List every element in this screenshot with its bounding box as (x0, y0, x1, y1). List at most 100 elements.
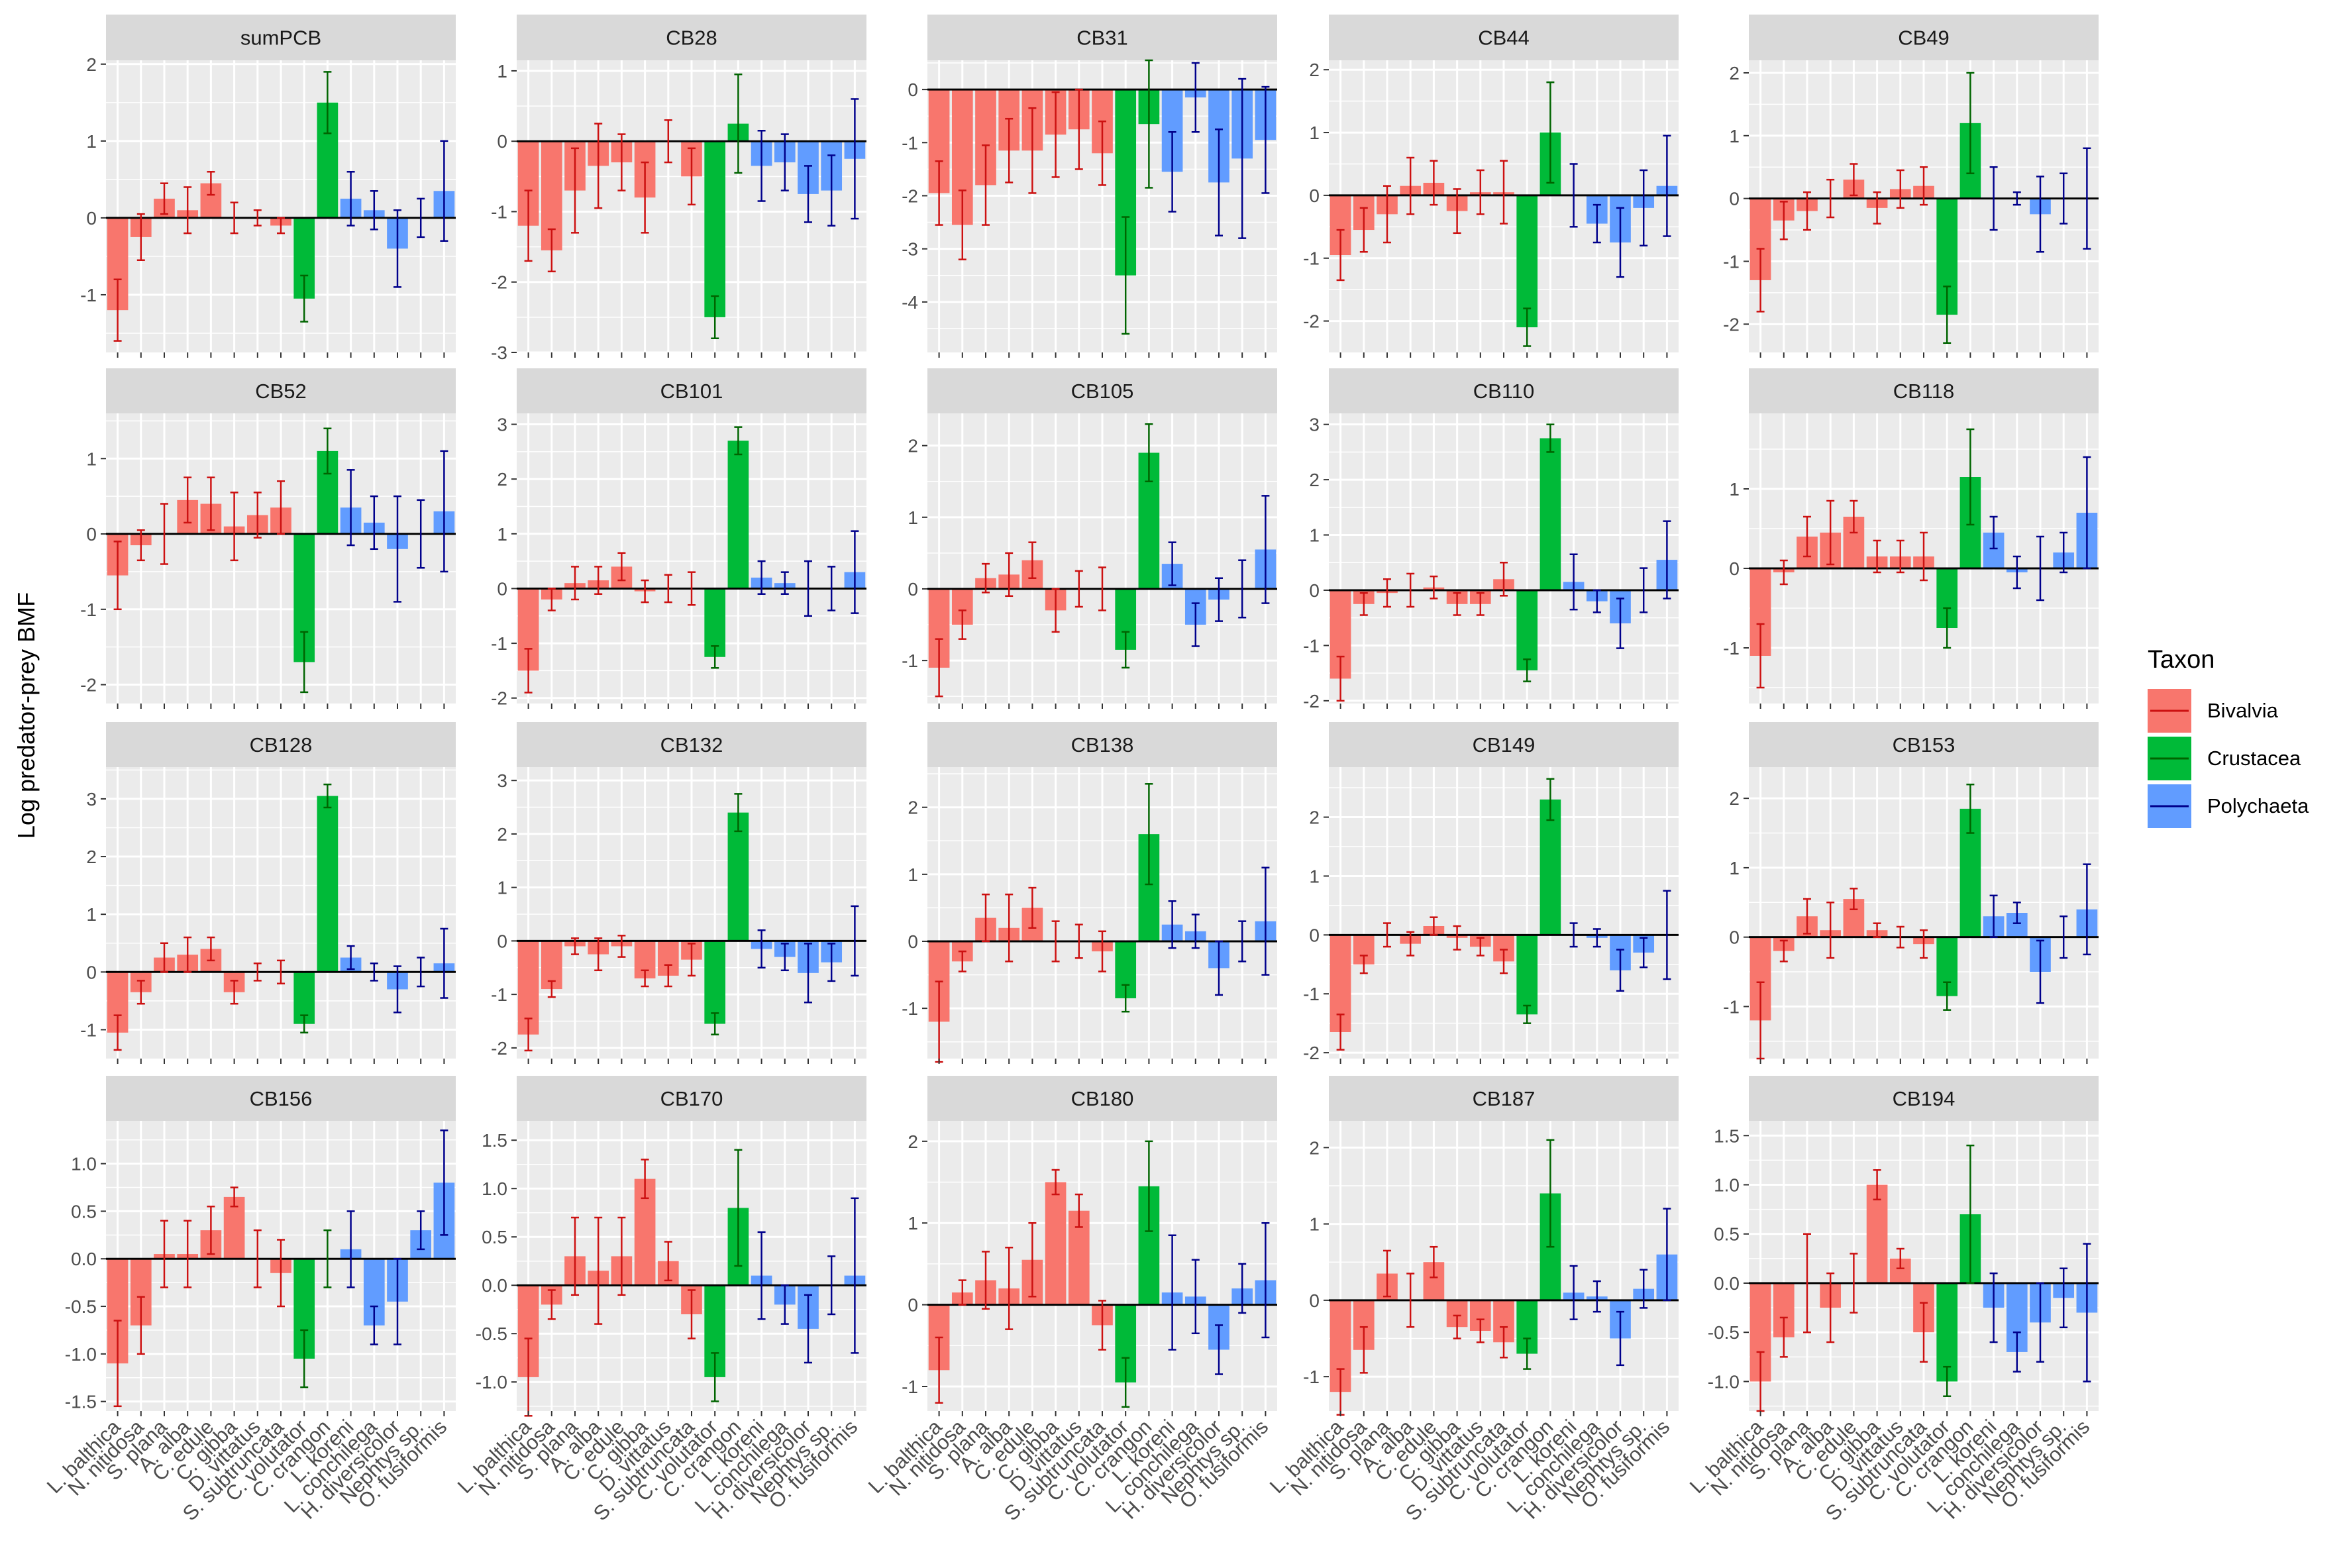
panel-title: CB170 (660, 1087, 723, 1110)
y-tick-label: 0.5 (482, 1227, 507, 1247)
legend-key-polychaeta (2148, 784, 2191, 828)
bar-c-volutator (704, 941, 726, 1024)
panel-title: CB194 (1893, 1087, 1956, 1110)
panel-title: CB52 (255, 380, 307, 403)
legend-label: Bivalvia (2207, 699, 2279, 722)
y-tick-label: 3 (1309, 415, 1320, 435)
y-tick-label: 0 (497, 131, 507, 152)
panel-strip (106, 1076, 456, 1121)
y-tick-label: 0.5 (1714, 1224, 1740, 1245)
y-tick-label: 1 (908, 1213, 918, 1233)
y-tick-label: 2 (1309, 808, 1320, 828)
y-tick-label: 0 (908, 79, 918, 100)
y-tick-label: 1 (497, 878, 507, 898)
panel-strip (927, 368, 1277, 413)
legend-label: Polychaeta (2207, 794, 2309, 817)
y-tick-label: -1 (1303, 984, 1320, 1004)
y-tick-label: 1 (1729, 479, 1740, 499)
panel-cb52: CB52 -2 -1 0 1 (80, 368, 456, 709)
panel-title: CB118 (1893, 380, 1955, 403)
y-tick-label: -2 (1303, 691, 1320, 711)
panel-cb149: CB149 -2 -1 0 1 2 (1303, 722, 1679, 1064)
y-tick-label: 0 (1309, 925, 1320, 945)
y-tick-label: 2 (908, 798, 918, 818)
legend: Taxon Bivalvia Crustacea Polychaeta (2148, 646, 2309, 828)
y-tick-label: 1 (497, 524, 507, 545)
y-tick-label: -1 (1303, 1367, 1320, 1387)
y-tick-label: 3 (497, 415, 507, 435)
y-tick-label: -1 (902, 1377, 918, 1397)
y-tick-label: -3 (902, 239, 918, 260)
y-tick-label: -2 (491, 688, 507, 709)
y-tick-label: 0 (1309, 185, 1320, 206)
panel-title: CB156 (250, 1087, 313, 1110)
bar-c-volutator (1516, 935, 1538, 1015)
panel-cb101: CB101 -2 -1 0 1 2 3 (491, 368, 866, 709)
panel-strip (517, 368, 866, 413)
y-tick-label: -1.0 (476, 1372, 507, 1392)
y-tick-label: -1.0 (65, 1344, 97, 1365)
y-tick-label: 1.0 (482, 1178, 507, 1199)
legend-key-bivalvia (2148, 689, 2191, 733)
bar-c-gibba (1045, 1182, 1067, 1305)
legend-label: Crustacea (2207, 747, 2301, 770)
y-tick-label: 2 (497, 824, 507, 845)
legend-key-crustacea (2148, 737, 2191, 780)
panel-title: CB187 (1473, 1087, 1536, 1110)
y-tick-label: 1 (86, 448, 97, 469)
y-tick-label: -1 (1303, 248, 1320, 269)
y-tick-label: 0 (86, 962, 97, 982)
y-tick-label: 1 (1729, 126, 1740, 146)
panel-cb31: CB31 -4 -3 -2 -1 0 (902, 15, 1277, 358)
panel-title: CB44 (1478, 26, 1530, 50)
panel-strip (927, 15, 1277, 60)
y-tick-label: -2 (80, 675, 97, 696)
y-tick-label: -2 (902, 185, 918, 206)
y-tick-label: 0 (86, 208, 97, 229)
panel-cb118: CB118 -1 0 1 (1723, 368, 2099, 709)
panel-strip (927, 722, 1277, 767)
y-tick-label: 2 (908, 436, 918, 456)
y-tick-label: -1 (80, 600, 97, 620)
y-tick-label: 2 (86, 847, 97, 867)
panel-strip (1329, 722, 1679, 767)
y-tick-label: -1 (491, 633, 507, 654)
y-tick-label: -0.5 (65, 1296, 97, 1317)
y-tick-label: 1 (86, 904, 97, 925)
y-tick-label: 1.0 (1714, 1175, 1740, 1196)
y-tick-label: 2 (497, 469, 507, 490)
y-tick-label: 2 (908, 1131, 918, 1152)
y-tick-label: -2 (491, 272, 507, 293)
y-tick-label: 1 (908, 864, 918, 885)
y-tick-label: 1.0 (71, 1154, 97, 1175)
y-tick-label: -1 (1723, 638, 1740, 658)
panel-strip (1329, 15, 1679, 60)
y-tick-label: 0 (1309, 1290, 1320, 1311)
panel-strip (106, 368, 456, 413)
panel-cb132: CB132 -2 -1 0 1 2 3 (491, 722, 866, 1064)
bar-c-volutator (704, 141, 726, 317)
y-tick-label: -1 (1303, 635, 1320, 656)
panel-strip (1749, 722, 2099, 767)
panel-title: CB101 (660, 380, 723, 403)
bar-c-crangon (1539, 438, 1561, 590)
bar-c-gibba (1866, 1184, 1888, 1283)
panel-cb28: CB28 -3 -2 -1 0 1 (491, 15, 866, 363)
y-tick-label: -1 (1723, 251, 1740, 272)
panel-title: CB149 (1473, 733, 1536, 757)
y-tick-label: -2 (1303, 311, 1320, 332)
y-tick-label: -1 (80, 1019, 97, 1040)
panel-strip (1329, 368, 1679, 413)
y-tick-label: 2 (1729, 63, 1740, 83)
y-tick-label: 1 (1309, 1214, 1320, 1235)
y-tick-label: 1 (497, 61, 507, 81)
y-tick-label: 0.0 (1714, 1273, 1740, 1294)
panel-title: CB180 (1071, 1087, 1134, 1110)
y-tick-label: 3 (86, 789, 97, 810)
y-tick-label: 1.5 (482, 1130, 507, 1151)
